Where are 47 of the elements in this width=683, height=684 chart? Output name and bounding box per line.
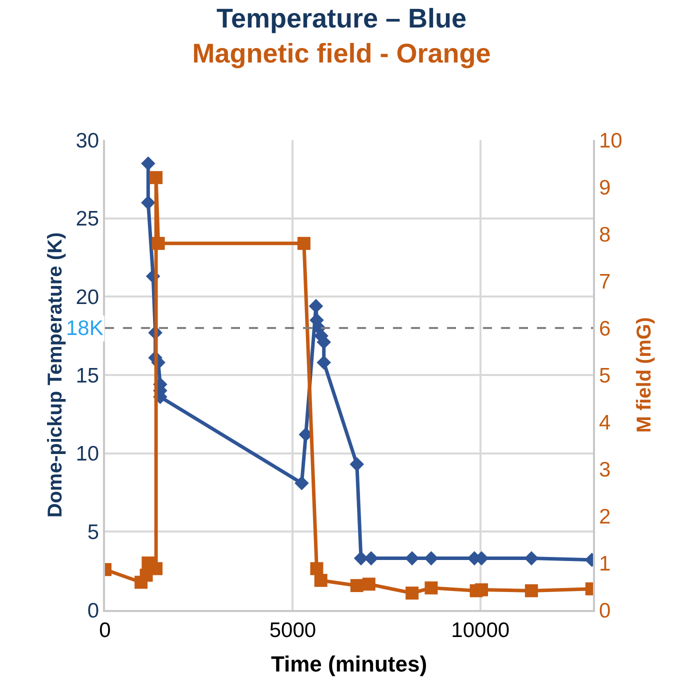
point	[406, 586, 419, 600]
y-tick-label: 10	[76, 442, 100, 466]
y-tick-label: 5	[87, 521, 100, 544]
point	[524, 551, 539, 566]
y-axis-title: Dome-pickup Temperature (K)	[44, 232, 67, 518]
y-tick-label: 30	[76, 129, 100, 152]
point	[141, 156, 156, 171]
y-tick-label: 15	[76, 364, 100, 388]
x-axis-title: Time (minutes)	[270, 651, 428, 676]
point	[141, 196, 156, 210]
point	[424, 551, 438, 566]
y2-tick-label: 7	[598, 270, 611, 294]
point	[316, 355, 331, 370]
point	[150, 171, 163, 184]
point	[152, 236, 165, 250]
point	[362, 578, 376, 591]
y-tick-label: 20	[76, 286, 100, 310]
y2-tick-label: 2	[598, 505, 611, 528]
y2-tick-label: 5	[598, 364, 611, 388]
point	[310, 562, 324, 576]
y2-tick-label: 6	[598, 317, 611, 340]
point	[314, 574, 328, 587]
point	[294, 476, 309, 490]
point	[350, 457, 364, 472]
y2-tick-label: 8	[598, 223, 611, 246]
x-tick-label: 10000	[451, 618, 510, 642]
point	[364, 551, 378, 566]
y2-tick-label: 0	[598, 599, 611, 622]
y-tick-label: 25	[76, 208, 100, 231]
y2-tick-label: 9	[598, 176, 611, 200]
chart-subtitle: Magnetic field - Orange	[192, 38, 491, 68]
y2-tick-label: 10	[598, 129, 622, 152]
y2-axis-title: M field (mG)	[633, 317, 656, 433]
y2-tick-label: 1	[598, 552, 611, 576]
y2-tick-label: 4	[598, 411, 611, 434]
point	[404, 551, 420, 566]
x-tick-label: 5000	[269, 618, 316, 642]
y-tick-label: 0	[87, 599, 100, 622]
chart-title: Temperature – Blue	[216, 3, 467, 34]
y2-tick-label: 3	[598, 458, 611, 482]
point	[297, 236, 310, 250]
point	[475, 583, 488, 596]
point	[524, 584, 538, 598]
point	[424, 581, 438, 594]
ref-line-label: 18K	[66, 317, 104, 340]
point	[350, 579, 364, 592]
point	[308, 298, 324, 314]
